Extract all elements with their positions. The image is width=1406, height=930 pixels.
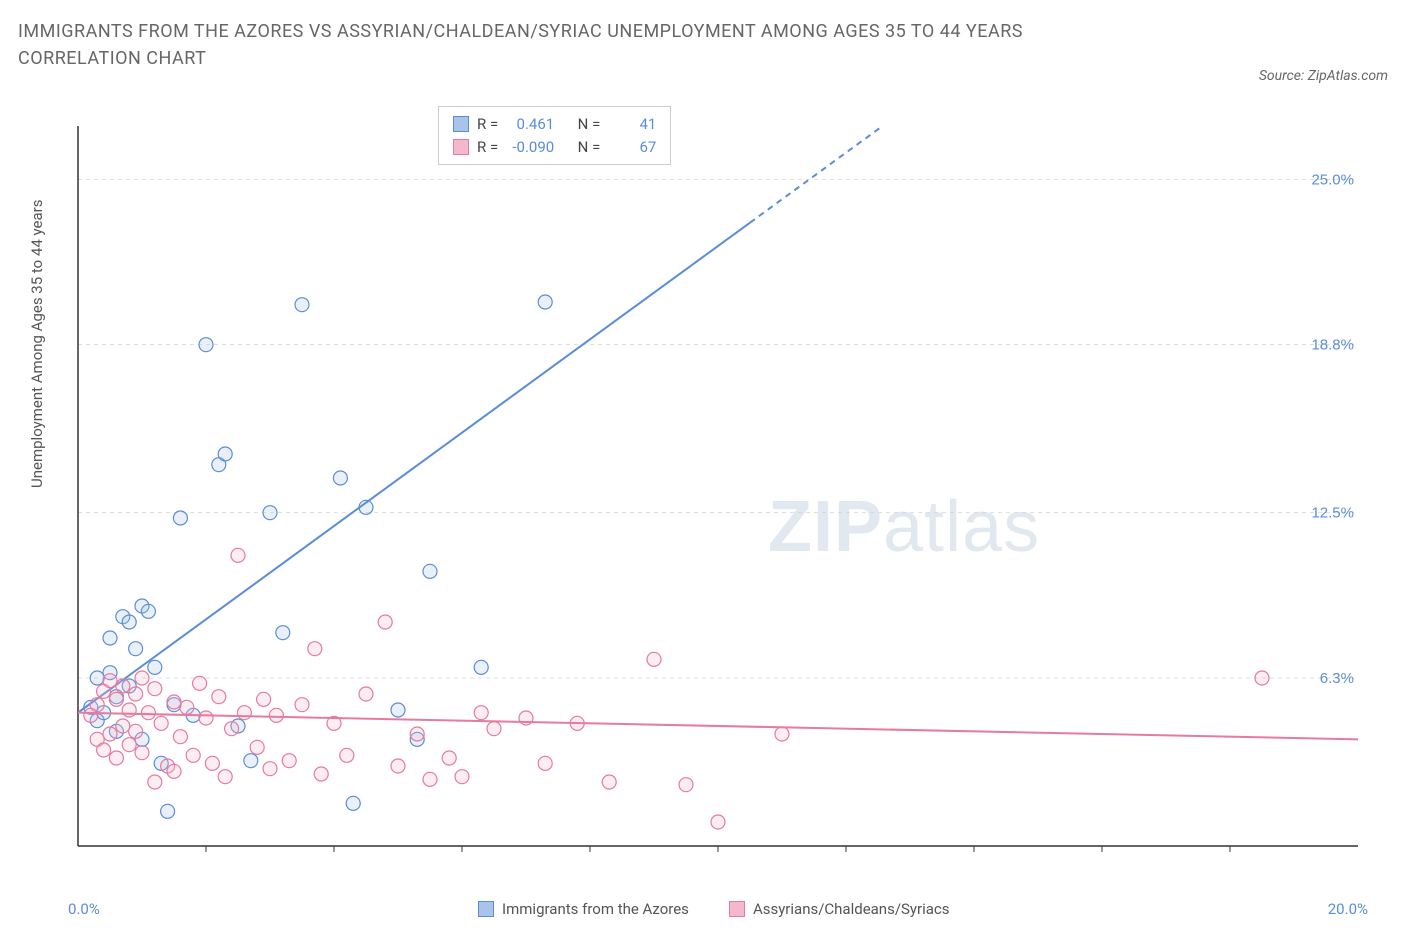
source-label: Source: ZipAtlas.com <box>1259 68 1388 84</box>
x-axis-max-label: 20.0% <box>1328 900 1368 918</box>
legend-label: Assyrians/Chaldeans/Syriacs <box>753 900 950 918</box>
legend-swatch <box>478 901 494 917</box>
n-label: N = <box>578 113 601 136</box>
series-swatch <box>453 139 469 155</box>
legend-item: Immigrants from the Azores <box>478 900 689 918</box>
chart-container: IMMIGRANTS FROM THE AZORES VS ASSYRIAN/C… <box>18 18 1388 912</box>
n-label: N = <box>578 136 601 159</box>
stats-row: R = 0.461 N = 41 <box>453 113 656 136</box>
x-axis-min-label: 0.0% <box>68 900 100 918</box>
svg-text:6.3%: 6.3% <box>1320 670 1354 687</box>
stats-legend-box: R = 0.461 N = 41 R = -0.090 N = 67 <box>438 106 671 165</box>
series-swatch <box>453 116 469 132</box>
scatter-plot-svg: 6.3% 12.5% 18.8% 25.0% <box>68 106 1368 866</box>
chart-title: IMMIGRANTS FROM THE AZORES VS ASSYRIAN/C… <box>18 18 1118 72</box>
r-label: R = <box>477 113 498 136</box>
svg-text:18.8%: 18.8% <box>1311 337 1354 354</box>
series-legend: Immigrants from the Azores Assyrians/Chal… <box>478 900 949 918</box>
svg-text:12.5%: 12.5% <box>1311 505 1354 522</box>
legend-label: Immigrants from the Azores <box>502 900 689 918</box>
n-value: 41 <box>608 113 656 136</box>
stats-row: R = -0.090 N = 67 <box>453 136 656 159</box>
r-value: 0.461 <box>506 113 554 136</box>
r-label: R = <box>477 136 498 159</box>
legend-swatch <box>729 901 745 917</box>
n-value: 67 <box>608 136 656 159</box>
plot-area: 6.3% 12.5% 18.8% 25.0% R = 0.461 N = 41 R = -0.… <box>68 106 1368 866</box>
legend-item: Assyrians/Chaldeans/Syriacs <box>729 900 950 918</box>
svg-text:25.0%: 25.0% <box>1311 171 1354 188</box>
y-axis-label: Unemployment Among Ages 35 to 44 years <box>28 200 46 488</box>
bottom-legend: 0.0% Immigrants from the Azores Assyrians… <box>68 900 1368 918</box>
r-value: -0.090 <box>506 136 554 159</box>
